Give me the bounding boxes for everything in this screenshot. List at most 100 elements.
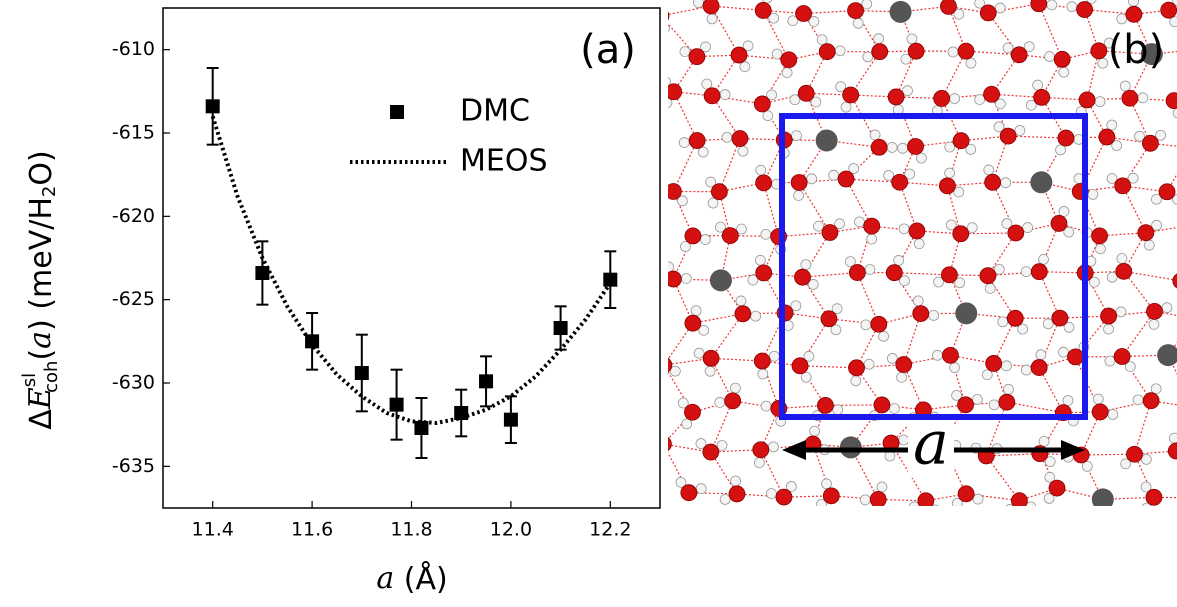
hydrogen xyxy=(698,147,708,157)
hydrogen xyxy=(1047,0,1057,10)
oxygen xyxy=(1166,93,1177,109)
hydrogen xyxy=(1151,384,1161,394)
marker xyxy=(414,421,428,435)
oxygen xyxy=(665,271,681,287)
y-axis-label-part: 2 xyxy=(39,186,60,197)
hydrogen xyxy=(769,351,779,361)
oxygen xyxy=(817,397,833,413)
oxygen xyxy=(940,0,956,14)
oxygen xyxy=(1146,489,1162,505)
marker xyxy=(305,334,319,348)
y-tick-label: -630 xyxy=(112,372,155,394)
oxygen xyxy=(849,265,865,281)
hydrogen xyxy=(1104,324,1114,334)
hydrogen xyxy=(1001,361,1011,371)
oxygen xyxy=(888,89,904,105)
hydrogen xyxy=(720,90,730,100)
oxygen xyxy=(1161,2,1177,18)
hydrogen xyxy=(731,476,741,486)
oxygen xyxy=(953,133,969,149)
oxygen xyxy=(1116,263,1132,279)
hydrogen xyxy=(700,235,710,245)
oxygen xyxy=(819,44,835,60)
x-tick-label: 11.8 xyxy=(390,519,432,541)
y-axis-label-part: coh xyxy=(41,361,62,393)
hydrogen xyxy=(643,10,653,20)
y-tick-label: -615 xyxy=(112,122,155,144)
hydrogen xyxy=(681,273,691,283)
hydrogen xyxy=(807,174,817,184)
hydrogen xyxy=(865,264,875,274)
hydrogen xyxy=(1021,365,1031,375)
oxygen xyxy=(1122,90,1138,106)
hydrogen xyxy=(657,192,667,202)
hydrogen xyxy=(897,372,907,382)
hydrogen xyxy=(1058,347,1068,357)
oxygen xyxy=(1099,129,1115,145)
hydrogen xyxy=(817,35,827,45)
oxygen xyxy=(1159,184,1175,200)
hydrogen xyxy=(887,142,897,152)
hydrogen xyxy=(1001,178,1011,188)
hydrogen xyxy=(649,369,659,379)
hydrogen xyxy=(821,479,831,489)
hydrogen xyxy=(916,153,926,163)
hydrogen xyxy=(1117,253,1127,263)
hydrogen xyxy=(1149,319,1159,329)
oxygen xyxy=(953,226,969,242)
hydrogen xyxy=(1117,14,1127,24)
oxygen xyxy=(1092,404,1108,420)
oxygen xyxy=(872,44,888,60)
y-axis-label-part: sl xyxy=(19,373,40,387)
oxygen xyxy=(792,358,808,374)
hydrogen xyxy=(874,34,884,44)
oxygen xyxy=(1142,135,1158,151)
hydrogen xyxy=(730,383,740,393)
hydrogen xyxy=(810,426,820,436)
oxygen xyxy=(908,138,924,154)
oxygen xyxy=(1173,273,1177,289)
oxygen xyxy=(1114,349,1130,365)
oxygen xyxy=(980,268,996,284)
oxygen xyxy=(685,228,701,244)
hydrogen xyxy=(945,168,955,178)
hbond xyxy=(800,366,856,368)
y-axis-label: ΔEslcoh(a) (meV/H2O) xyxy=(19,150,62,429)
oxygen xyxy=(781,52,797,68)
oxygen xyxy=(1068,349,1084,365)
hydrogen xyxy=(1098,58,1108,68)
hydrogen xyxy=(835,46,845,56)
hydrogen xyxy=(973,494,983,504)
hydrogen xyxy=(693,0,703,8)
hydrogen xyxy=(659,23,669,33)
hydrogen xyxy=(715,397,725,407)
oxygen xyxy=(655,436,671,452)
y-axis-label-part: Δ xyxy=(24,409,59,430)
oxygen xyxy=(656,357,672,373)
hydrogen xyxy=(691,306,701,316)
hydrogen xyxy=(989,400,999,410)
oxygen xyxy=(1168,443,1177,459)
hydrogen xyxy=(768,442,778,452)
oxygen xyxy=(753,442,769,458)
hydrogen xyxy=(1141,454,1151,464)
hydrogen xyxy=(861,320,871,330)
hydrogen xyxy=(863,52,873,62)
x-axis-label-part: (Å) xyxy=(394,561,447,597)
oxygen xyxy=(871,139,887,155)
hydrogen xyxy=(1088,189,1098,199)
hydrogen xyxy=(761,401,771,411)
oxygen xyxy=(725,393,741,409)
hbond xyxy=(1039,4,1062,60)
hydrogen xyxy=(1021,267,1031,277)
hydrogen xyxy=(736,296,746,306)
oxygen xyxy=(685,315,701,331)
hbond xyxy=(1008,136,1066,138)
x-tick-label: 11.6 xyxy=(291,519,333,541)
hydrogen xyxy=(870,130,880,140)
hydrogen xyxy=(1059,67,1069,77)
oxygen xyxy=(892,174,908,190)
hydrogen xyxy=(1138,93,1148,103)
oxygen xyxy=(843,87,859,103)
hydrogen xyxy=(864,359,874,369)
